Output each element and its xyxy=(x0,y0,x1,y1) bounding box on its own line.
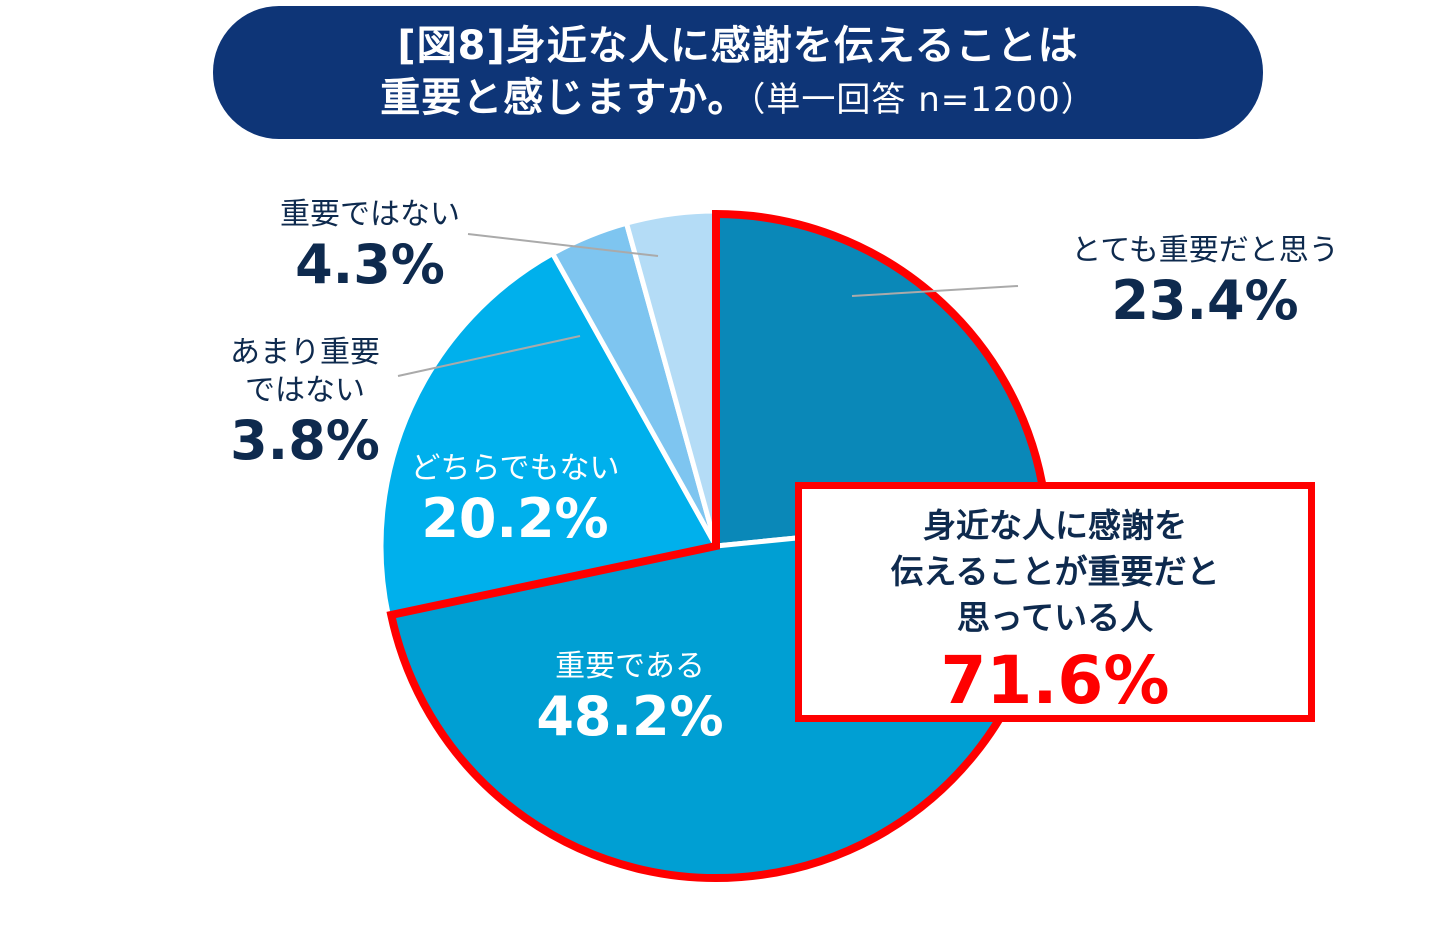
label-neither-pct: 20.2% xyxy=(421,487,609,550)
callout-text: 身近な人に感謝を 伝えることが重要だと 思っている人 xyxy=(802,503,1308,641)
label-very-important-name: とても重要だと思う xyxy=(1071,233,1339,268)
label-not-important: 重要ではない 4.3% xyxy=(250,196,490,296)
label-very-important: とても重要だと思う 23.4% xyxy=(1060,232,1350,332)
title-banner: [図8]身近な人に感謝を伝えることは 重要と感じますか。（単一回答 n=1200… xyxy=(213,6,1263,139)
label-not-very: あまり重要 ではない 3.8% xyxy=(190,334,420,472)
label-not-important-name: 重要ではない xyxy=(280,197,460,232)
title-line-2: 重要と感じますか。（単一回答 n=1200） xyxy=(213,72,1263,126)
label-not-very-pct: 3.8% xyxy=(230,409,380,472)
label-important-name: 重要である xyxy=(555,649,705,684)
title-line-2-main: 重要と感じますか。 xyxy=(380,74,749,121)
title-line-1: [図8]身近な人に感謝を伝えることは xyxy=(397,22,1079,69)
label-not-very-name-1: あまり重要 xyxy=(230,335,380,370)
label-not-very-name-2: ではない xyxy=(245,373,365,408)
slice-neither xyxy=(378,251,719,619)
label-neither: どちらでもない 20.2% xyxy=(395,450,635,550)
leader-not-very xyxy=(397,335,581,377)
highlight-callout: 身近な人に感謝を 伝えることが重要だと 思っている人 71.6% xyxy=(795,482,1315,722)
title-line-2-sub: （単一回答 n=1200） xyxy=(748,79,1096,120)
callout-line-3: 思っている人 xyxy=(956,598,1154,637)
callout-pct: 71.6% xyxy=(940,642,1170,719)
highlight-outline xyxy=(386,209,1052,882)
label-important: 重要である 48.2% xyxy=(515,648,745,748)
label-very-important-pct: 23.4% xyxy=(1111,269,1299,332)
label-not-important-pct: 4.3% xyxy=(295,233,445,296)
callout-line-2: 伝えることが重要だと xyxy=(890,552,1220,591)
leader-not-important xyxy=(467,233,659,257)
leader-very-important xyxy=(851,285,1019,297)
callout-line-1: 身近な人に感謝を xyxy=(923,506,1187,545)
label-important-pct: 48.2% xyxy=(536,685,724,748)
label-neither-name: どちらでもない xyxy=(410,451,620,486)
